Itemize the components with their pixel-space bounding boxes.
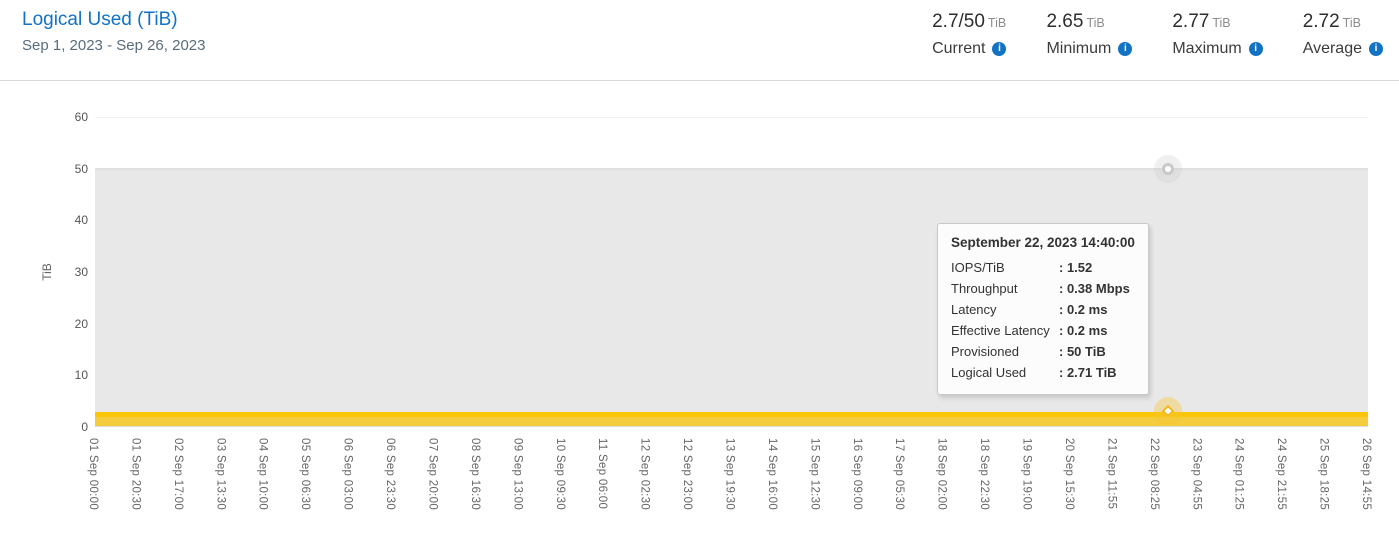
- tooltip-row-value: 0.2 ms: [1059, 299, 1107, 320]
- marker-dot-circle: [1162, 162, 1174, 175]
- info-icon[interactable]: i: [1248, 42, 1263, 56]
- x-tick-label: 20 Sep 15:30: [1062, 438, 1075, 511]
- x-tick-label: 05 Sep 06:30: [299, 438, 312, 511]
- x-tick-label: 10 Sep 09:30: [553, 438, 566, 511]
- y-tick-label: 60: [74, 110, 88, 124]
- x-tick-label: 03 Sep 13:30: [214, 438, 227, 511]
- x-tick-label: 01 Sep 00:00: [87, 438, 99, 511]
- x-tick-label: 06 Sep 23:30: [384, 438, 397, 511]
- summary-stats: 2.7/50 TiB Current i 2.65 TiB Minimum i 2.…: [932, 11, 1383, 58]
- stat-unit: TiB: [987, 16, 1007, 30]
- x-tick-label: 17 Sep 05:30: [893, 438, 906, 511]
- x-tick-label: 24 Sep 21:55: [1275, 438, 1288, 511]
- tooltip-row: Logical Used 2.71 TiB: [951, 362, 1135, 383]
- tooltip-title: September 22, 2023 14:40:00: [951, 235, 1135, 250]
- gridline: [95, 117, 1368, 118]
- tooltip-row-value: 1.52: [1059, 257, 1092, 278]
- tooltip-row-label: Effective Latency: [951, 323, 1050, 338]
- y-tick-label: 20: [74, 316, 88, 331]
- stat-value: 2.65: [1046, 11, 1084, 32]
- y-tick-label: 40: [74, 213, 88, 228]
- x-tick-label: 12 Sep 02:30: [638, 438, 651, 511]
- x-tick-label: 22 Sep 08:25: [1147, 438, 1160, 511]
- stat-value: 2.77: [1172, 11, 1210, 32]
- tooltip-row: Effective Latency 0.2 ms: [951, 320, 1135, 341]
- stat-block: 2.65 TiB Minimum i: [1046, 11, 1133, 58]
- tooltip-row-label: Throughput: [951, 281, 1018, 296]
- stat-unit: TiB: [1342, 16, 1361, 30]
- x-tick-label: 14 Sep 16:00: [765, 438, 778, 511]
- y-tick-label: 50: [74, 161, 88, 176]
- x-tick-label: 24 Sep 01:25: [1232, 438, 1245, 511]
- date-range: Sep 1, 2023 - Sep 26, 2023: [22, 37, 206, 54]
- tooltip-row: Throughput 0.38 Mbps: [951, 278, 1135, 299]
- x-tick-label: 06 Sep 03:00: [341, 438, 354, 511]
- y-axis-unit-label: TiB: [39, 263, 54, 281]
- x-tick-label: 16 Sep 09:00: [850, 438, 863, 511]
- stat-block: 2.72 TiB Average i: [1303, 11, 1383, 58]
- panel-title[interactable]: Logical Used (TiB): [22, 9, 178, 30]
- y-tick-label: 10: [74, 368, 88, 383]
- x-tick-label: 09 Sep 13:00: [511, 438, 524, 511]
- info-icon[interactable]: i: [992, 42, 1007, 56]
- x-tick-label: 11 Sep 06:00: [596, 438, 609, 510]
- x-tick-label: 23 Sep 04:55: [1190, 438, 1203, 511]
- x-tick-label: 15 Sep 12:30: [808, 438, 821, 511]
- chart-tooltip: September 22, 2023 14:40:00 IOPS/TiB 1.5…: [937, 223, 1149, 395]
- tooltip-rows: IOPS/TiB 1.52 Throughput 0.38 Mbps Laten…: [951, 257, 1135, 383]
- tooltip-row-value: 0.38 Mbps: [1059, 278, 1130, 299]
- x-tick-label: 18 Sep 02:00: [935, 438, 948, 511]
- info-icon[interactable]: i: [1118, 42, 1133, 56]
- x-tick-label: 13 Sep 19:30: [723, 438, 736, 511]
- x-tick-label: 26 Sep 14:55: [1360, 438, 1372, 511]
- chart-plot-area[interactable]: [95, 117, 1368, 427]
- stat-block: 2.77 TiB Maximum i: [1172, 11, 1263, 58]
- stat-label: Current: [932, 40, 986, 57]
- x-tick-label: 02 Sep 17:00: [171, 438, 184, 511]
- tooltip-row-label: Latency: [951, 302, 997, 317]
- tooltip-row-label: Logical Used: [951, 365, 1027, 380]
- x-tick-label: 25 Sep 18:25: [1317, 438, 1330, 511]
- stat-unit: TiB: [1212, 16, 1231, 30]
- x-tick-label: 07 Sep 20:00: [426, 438, 439, 511]
- stat-unit: TiB: [1086, 16, 1105, 30]
- tooltip-row-label: IOPS/TiB: [951, 260, 1005, 275]
- tooltip-row-value: 0.2 ms: [1059, 320, 1107, 341]
- stat-label: Average: [1302, 40, 1362, 57]
- provisioned-area-series: [95, 167, 1368, 426]
- header-divider: [0, 80, 1399, 81]
- x-tick-label: 19 Sep 19:00: [1020, 438, 1033, 511]
- y-tick-label: 0: [81, 420, 88, 434]
- tooltip-row: Latency 0.2 ms: [951, 299, 1135, 320]
- tooltip-row: Provisioned 50 TiB: [951, 341, 1135, 362]
- x-tick-label: 12 Sep 23:00: [681, 438, 694, 511]
- tooltip-row-label: Provisioned: [951, 344, 1019, 359]
- logical-used-area-series: [95, 412, 1368, 426]
- info-icon[interactable]: i: [1369, 42, 1383, 56]
- stat-value: 2.7/50: [932, 11, 985, 32]
- tooltip-row-value: 50 TiB: [1059, 341, 1106, 362]
- tooltip-row-value: 2.71 TiB: [1059, 362, 1117, 383]
- tooltip-row: IOPS/TiB 1.52: [951, 257, 1135, 278]
- x-tick-label: 01 Sep 20:30: [129, 438, 142, 511]
- x-tick-label: 21 Sep 11:55: [1105, 438, 1118, 510]
- stat-value: 2.72: [1302, 11, 1340, 32]
- x-tick-label: 04 Sep 10:00: [256, 438, 269, 511]
- stat-label: Minimum: [1046, 40, 1112, 57]
- x-tick-label: 18 Sep 22:30: [978, 438, 991, 511]
- y-tick-label: 30: [74, 265, 88, 279]
- stat-label: Maximum: [1172, 40, 1242, 57]
- stat-block: 2.7/50 TiB Current i: [932, 11, 1007, 58]
- x-tick-label: 08 Sep 16:30: [468, 438, 481, 511]
